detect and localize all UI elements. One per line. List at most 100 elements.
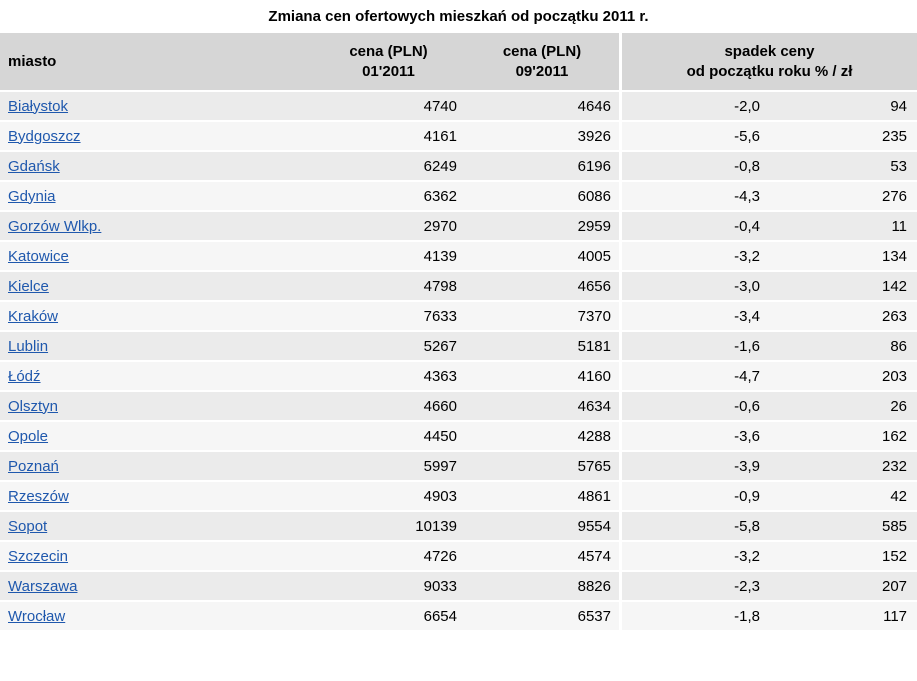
table-row: Rzeszów 4903 4861 -0,9 42: [0, 482, 917, 512]
drop-percent-cell: -0,4: [619, 212, 767, 242]
city-cell: Poznań: [0, 452, 312, 482]
city-link[interactable]: Kielce: [8, 277, 49, 295]
table-row: Lublin 5267 5181 -1,6 86: [0, 332, 917, 362]
city-link[interactable]: Katowice: [8, 247, 69, 265]
city-cell: Kielce: [0, 272, 312, 302]
drop-percent-cell: -2,3: [619, 572, 767, 602]
drop-zloty-cell: 42: [767, 482, 917, 512]
city-cell: Olsztyn: [0, 392, 312, 422]
drop-percent-cell: -5,6: [619, 122, 767, 152]
city-cell: Gdynia: [0, 182, 312, 212]
table-row: Poznań 5997 5765 -3,9 232: [0, 452, 917, 482]
price-01-2011-cell: 7633: [312, 302, 465, 332]
table-row: Warszawa 9033 8826 -2,3 207: [0, 572, 917, 602]
price-09-2011-cell: 4861: [465, 482, 619, 512]
city-link[interactable]: Kraków: [8, 307, 59, 325]
city-link[interactable]: Rzeszów: [8, 487, 69, 505]
city-link[interactable]: Lublin: [8, 337, 49, 355]
price-01-2011-cell: 6249: [312, 152, 465, 182]
price-01-2011-cell: 4740: [312, 92, 465, 122]
drop-percent-cell: -4,7: [619, 362, 767, 392]
price-table: miasto cena (PLN) 01'2011 cena (PLN) 09'…: [0, 33, 917, 632]
table-row: Łódź 4363 4160 -4,7 203: [0, 362, 917, 392]
price-09-2011-cell: 4574: [465, 542, 619, 572]
city-cell: Lublin: [0, 332, 312, 362]
city-link[interactable]: Poznań: [8, 457, 59, 475]
drop-zloty-cell: 26: [767, 392, 917, 422]
price-01-2011-cell: 9033: [312, 572, 465, 602]
price-09-2011-cell: 8826: [465, 572, 619, 602]
city-cell: Sopot: [0, 512, 312, 542]
drop-percent-cell: -3,0: [619, 272, 767, 302]
drop-zloty-cell: 86: [767, 332, 917, 362]
price-09-2011-cell: 7370: [465, 302, 619, 332]
table-row: Opole 4450 4288 -3,6 162: [0, 422, 917, 452]
price-01-2011-cell: 2970: [312, 212, 465, 242]
drop-percent-cell: -0,6: [619, 392, 767, 422]
table-row: Kielce 4798 4656 -3,0 142: [0, 272, 917, 302]
city-cell: Szczecin: [0, 542, 312, 572]
drop-percent-cell: -4,3: [619, 182, 767, 212]
city-link[interactable]: Gdańsk: [8, 157, 60, 175]
header-price2-line1: cena (PLN): [502, 42, 582, 60]
price-01-2011-cell: 6362: [312, 182, 465, 212]
drop-percent-cell: -3,2: [619, 242, 767, 272]
header-city: miasto: [0, 33, 312, 92]
drop-zloty-cell: 117: [767, 602, 917, 632]
city-link[interactable]: Warszawa: [8, 577, 78, 595]
city-cell: Gdańsk: [0, 152, 312, 182]
table-row: Gorzów Wlkp. 2970 2959 -0,4 11: [0, 212, 917, 242]
price-01-2011-cell: 4726: [312, 542, 465, 572]
header-price1-line2: 01'2011: [362, 62, 415, 80]
price-01-2011-cell: 6654: [312, 602, 465, 632]
header-row: miasto cena (PLN) 01'2011 cena (PLN) 09'…: [0, 33, 917, 92]
city-link[interactable]: Łódź: [8, 367, 41, 385]
city-link[interactable]: Sopot: [8, 517, 48, 535]
header-price-drop: spadek ceny od początku roku % / zł: [619, 33, 917, 92]
price-09-2011-cell: 4160: [465, 362, 619, 392]
city-link[interactable]: Olsztyn: [8, 397, 59, 415]
city-cell: Kraków: [0, 302, 312, 332]
drop-percent-cell: -1,8: [619, 602, 767, 632]
drop-percent-cell: -2,0: [619, 92, 767, 122]
price-01-2011-cell: 4798: [312, 272, 465, 302]
price-01-2011-cell: 4363: [312, 362, 465, 392]
city-link[interactable]: Gdynia: [8, 187, 56, 205]
page-title: Zmiana cen ofertowych mieszkań od począt…: [268, 8, 649, 25]
price-01-2011-cell: 4139: [312, 242, 465, 272]
table-row: Olsztyn 4660 4634 -0,6 26: [0, 392, 917, 422]
city-link[interactable]: Wrocław: [8, 607, 66, 625]
drop-zloty-cell: 152: [767, 542, 917, 572]
city-cell: Opole: [0, 422, 312, 452]
header-price2-line2: 09'2011: [515, 62, 569, 80]
drop-percent-cell: -5,8: [619, 512, 767, 542]
drop-percent-cell: -3,2: [619, 542, 767, 572]
drop-zloty-cell: 276: [767, 182, 917, 212]
price-01-2011-cell: 5267: [312, 332, 465, 362]
table-row: Katowice 4139 4005 -3,2 134: [0, 242, 917, 272]
header-drop-line1: spadek ceny: [724, 42, 815, 60]
drop-percent-cell: -3,6: [619, 422, 767, 452]
drop-zloty-cell: 203: [767, 362, 917, 392]
city-link[interactable]: Bydgoszcz: [8, 127, 81, 145]
price-09-2011-cell: 6086: [465, 182, 619, 212]
table-row: Gdynia 6362 6086 -4,3 276: [0, 182, 917, 212]
price-09-2011-cell: 5181: [465, 332, 619, 362]
city-link[interactable]: Szczecin: [8, 547, 69, 565]
city-link[interactable]: Białystok: [8, 97, 69, 115]
price-09-2011-cell: 6196: [465, 152, 619, 182]
price-09-2011-cell: 6537: [465, 602, 619, 632]
header-price-01-2011: cena (PLN) 01'2011: [312, 33, 465, 92]
drop-percent-cell: -3,9: [619, 452, 767, 482]
drop-zloty-cell: 53: [767, 152, 917, 182]
city-link[interactable]: Opole: [8, 427, 49, 445]
price-01-2011-cell: 5997: [312, 452, 465, 482]
price-09-2011-cell: 4646: [465, 92, 619, 122]
table-row: Białystok 4740 4646 -2,0 94: [0, 92, 917, 122]
drop-zloty-cell: 232: [767, 452, 917, 482]
table-row: Szczecin 4726 4574 -3,2 152: [0, 542, 917, 572]
city-link[interactable]: Gorzów Wlkp.: [8, 217, 102, 235]
drop-zloty-cell: 207: [767, 572, 917, 602]
city-cell: Rzeszów: [0, 482, 312, 512]
drop-percent-cell: -3,4: [619, 302, 767, 332]
